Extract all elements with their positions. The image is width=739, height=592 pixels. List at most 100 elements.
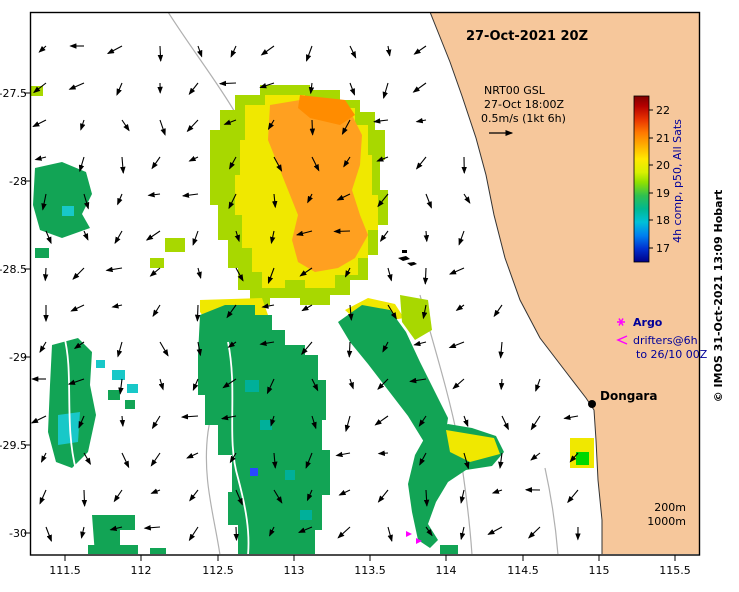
- current-vector-arrow: [307, 193, 313, 204]
- dongara-marker: [588, 400, 596, 408]
- current-vector-arrow: [116, 341, 123, 358]
- sst-patch: [300, 510, 312, 520]
- current-vector-arrow: [45, 230, 52, 245]
- sst-speckles: [96, 360, 138, 409]
- coastline: [429, 13, 603, 554]
- y-tick-label: -28.5: [0, 263, 27, 276]
- current-vector-arrow: [491, 488, 503, 494]
- current-vector-arrow: [83, 452, 91, 466]
- colorbar-bar: [633, 95, 650, 263]
- x-tick-label: 113: [284, 564, 305, 577]
- current-vector-arrow: [82, 230, 89, 241]
- current-vector-arrow: [120, 156, 126, 174]
- current-vector-arrow: [31, 415, 47, 424]
- x-tick-label: 112.5: [202, 564, 234, 577]
- current-vector-arrow: [344, 415, 351, 433]
- current-vector-arrow: [192, 378, 199, 392]
- current-vector-arrow: [273, 156, 283, 172]
- current-vector-arrow: [150, 488, 161, 494]
- drifters-label-line1: drifters@6h: [633, 334, 698, 347]
- current-vector-arrow: [41, 452, 47, 463]
- current-vector-arrow: [501, 415, 509, 431]
- current-vector-arrow: [111, 303, 123, 309]
- y-tick-label: -29: [9, 351, 27, 364]
- current-vector-arrow: [422, 267, 429, 285]
- current-vector-arrow: [306, 489, 313, 502]
- sst-patch: [150, 258, 164, 268]
- current-vector-arrow: [487, 526, 503, 535]
- current-vector-arrow: [387, 526, 393, 543]
- colorbar-tick-label: 21: [656, 132, 670, 145]
- colorbar-tick-label: 22: [656, 104, 670, 117]
- obs-legend: Argo drifters@6h to 26/10 00Z: [616, 316, 708, 361]
- current-vector-arrow: [159, 341, 169, 357]
- current-vector-arrow: [34, 155, 47, 161]
- current-vector-arrow: [151, 415, 161, 430]
- current-vector-arrow: [309, 119, 316, 136]
- current-vector-arrow: [379, 230, 389, 242]
- current-vector-arrow: [188, 155, 199, 162]
- current-vector-arrow: [222, 378, 237, 389]
- current-vector-arrow: [45, 526, 52, 543]
- current-vector-arrow: [341, 119, 351, 135]
- current-vector-arrow: [118, 378, 124, 395]
- product-name: NRT00 GSL: [484, 84, 546, 97]
- current-vector-arrow: [377, 193, 389, 208]
- current-vector-arrow: [80, 526, 86, 539]
- current-vector-arrow: [113, 489, 123, 503]
- current-vector-arrow: [235, 489, 243, 506]
- current-vector-arrow: [143, 524, 161, 531]
- current-vector-arrow: [563, 414, 579, 421]
- current-vector-arrow: [260, 45, 275, 56]
- current-vector-arrow: [72, 267, 85, 280]
- current-vectors: [31, 43, 581, 543]
- current-vector-arrow: [418, 415, 427, 427]
- current-vector-arrow: [463, 452, 470, 470]
- current-vector-arrow: [311, 415, 317, 430]
- current-vector-arrow: [295, 230, 313, 237]
- current-vector-arrow: [423, 230, 430, 243]
- figure-title: 27-Oct-2021 20Z: [466, 29, 588, 44]
- current-vector-arrow: [228, 193, 237, 210]
- x-tick-label: 112: [131, 564, 152, 577]
- sst-patch: [576, 452, 589, 465]
- sst-patch: [446, 430, 500, 462]
- current-vector-arrow: [218, 80, 237, 87]
- colorbar-tick-label: 19: [656, 187, 670, 200]
- current-vector-arrow: [150, 452, 161, 467]
- current-vector-arrow: [413, 340, 427, 347]
- current-vector-arrow: [305, 45, 313, 62]
- sst-patch: [33, 162, 92, 238]
- land-polygon: [430, 13, 699, 554]
- current-vector-arrow: [272, 452, 278, 469]
- y-tick-label: -29.5: [0, 439, 27, 452]
- current-vector-arrow: [114, 230, 123, 245]
- current-vector-arrow: [498, 378, 505, 391]
- current-vector-arrow: [335, 451, 351, 458]
- current-vector-arrow: [271, 193, 278, 209]
- y-tick-label: -30: [9, 527, 27, 540]
- sst-patch: [150, 548, 166, 554]
- islands-marker: [398, 250, 417, 266]
- current-vector-arrow: [116, 82, 123, 96]
- current-vector-arrow: [305, 452, 313, 469]
- dongara-label: Dongara: [600, 389, 657, 403]
- current-vector-arrow: [425, 193, 432, 209]
- sst-patch: [245, 380, 259, 392]
- current-vector-arrow: [39, 489, 47, 505]
- current-vector-arrow: [528, 526, 541, 539]
- current-vector-arrow: [349, 82, 356, 96]
- current-vector-arrow: [452, 378, 465, 390]
- current-vector-arrow: [229, 452, 237, 464]
- current-vector-arrow: [448, 341, 465, 349]
- current-vector-arrow: [338, 489, 351, 496]
- current-vector-arrow: [78, 156, 85, 173]
- contour-label-200m: 200m: [654, 501, 686, 514]
- current-vector-arrow: [83, 193, 90, 210]
- sst-patch: [92, 515, 138, 554]
- vector-scale-label: 0.5m/s (1kt 6h): [481, 112, 566, 125]
- current-vector-arrow: [269, 230, 276, 245]
- current-vector-arrow: [336, 193, 351, 201]
- current-vector-arrow: [180, 413, 199, 420]
